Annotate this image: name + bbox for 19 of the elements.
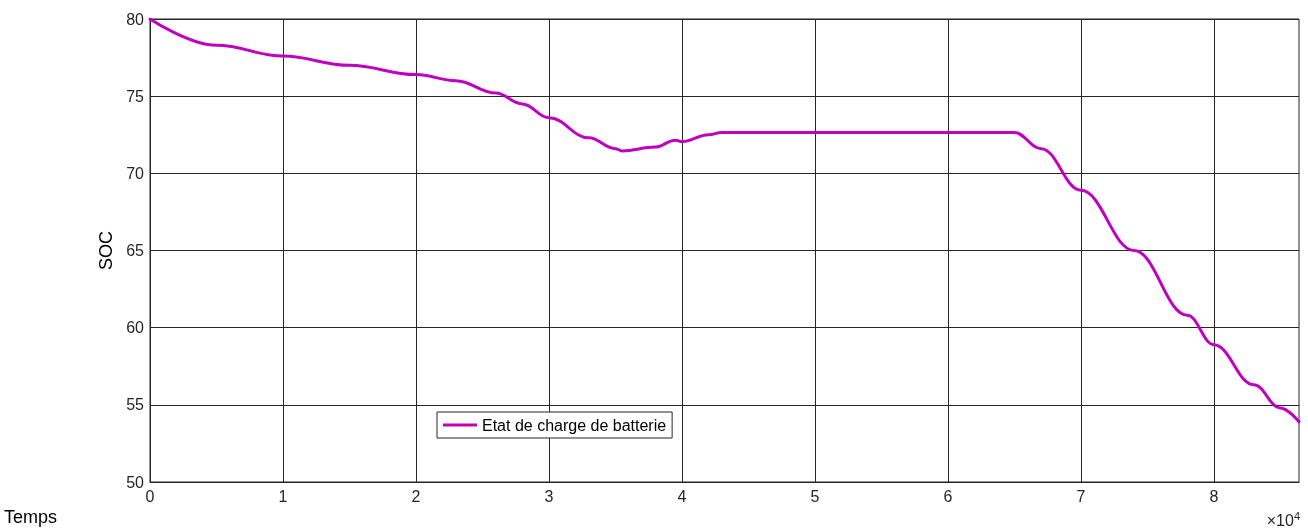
y-tick-label: 60 xyxy=(126,319,145,337)
x-tick-label: 6 xyxy=(943,487,953,505)
y-tick-label: 55 xyxy=(126,396,145,414)
x-tick-label: 5 xyxy=(810,487,820,505)
y-tick-label: 75 xyxy=(126,87,145,105)
y-tick-label: 80 xyxy=(126,10,145,28)
x-tick-label: 7 xyxy=(1076,487,1086,505)
y-tick-label: 50 xyxy=(126,473,145,491)
x-tick-label: 0 xyxy=(145,487,155,505)
x-tick-label: 3 xyxy=(544,487,554,505)
legend-label: Etat de charge de batterie xyxy=(482,416,667,434)
y-tick-label: 70 xyxy=(126,164,145,182)
x-tick-label: 8 xyxy=(1209,487,1219,505)
y-tick-label: 65 xyxy=(126,242,145,259)
y-axis-title: SOC xyxy=(96,230,117,271)
x-tick-label: 2 xyxy=(411,487,421,505)
x-tick-label: 4 xyxy=(677,487,687,505)
x-tick-label: 1 xyxy=(278,487,288,505)
x-axis-title: Temps xyxy=(4,507,58,527)
